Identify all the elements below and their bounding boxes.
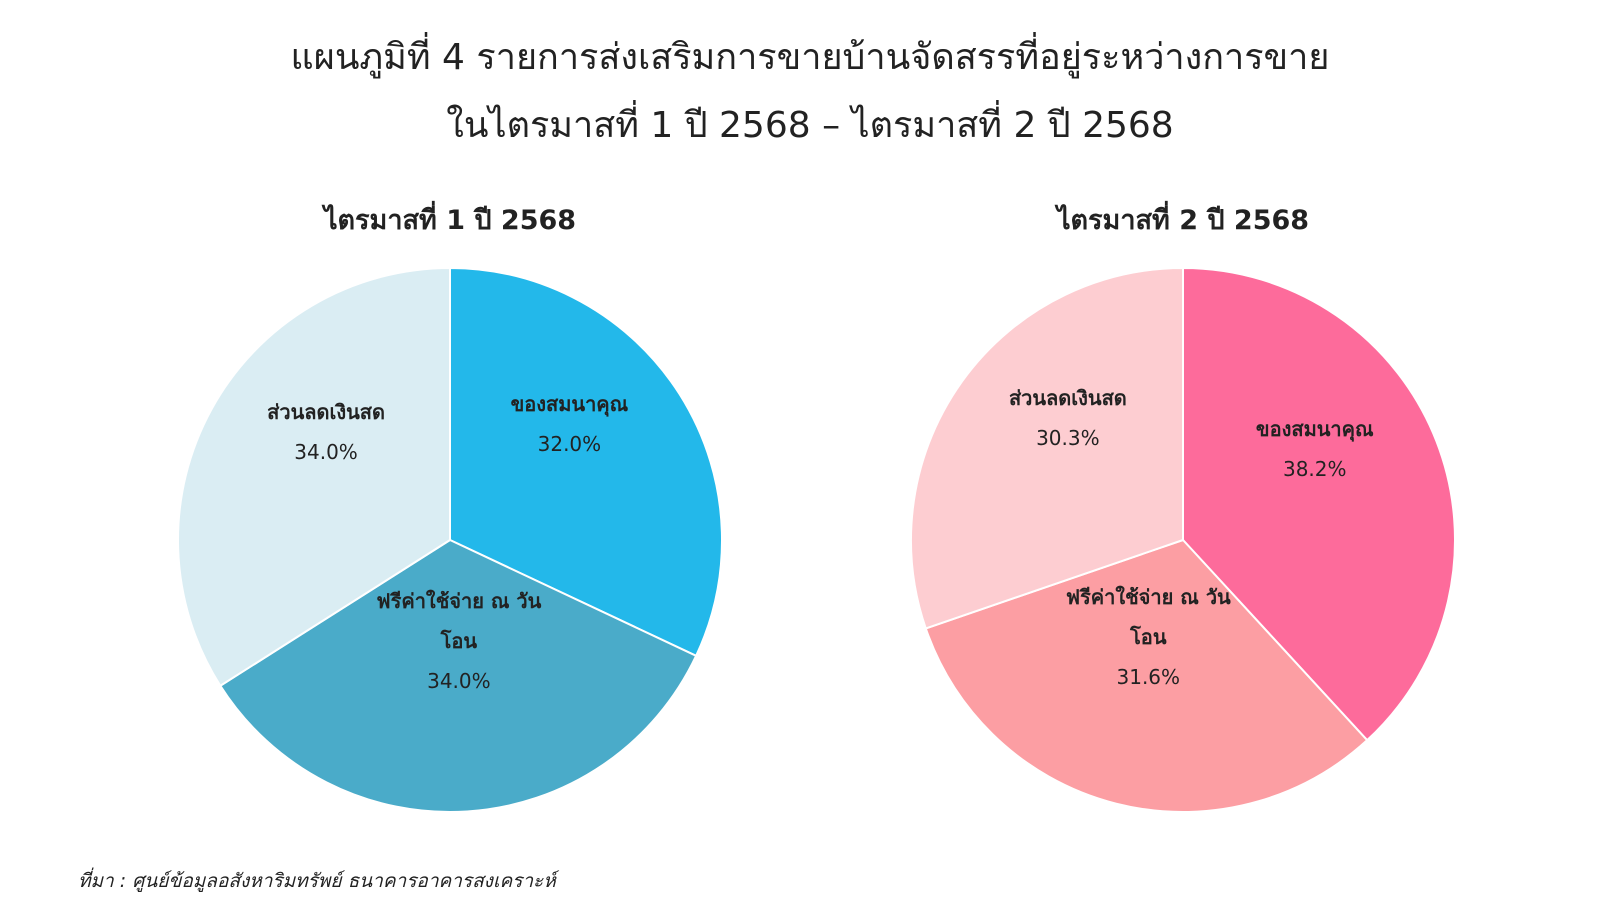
pie-slice <box>449 266 723 658</box>
value-label: 30.3% <box>1036 425 1100 450</box>
value-label: 34.0% <box>294 439 358 464</box>
pie-slice <box>1182 266 1456 742</box>
category-label: ส่วนลดเงินสด <box>1008 385 1127 410</box>
pie-slice <box>910 266 1184 630</box>
category-label: ส่วนลดเงินสด <box>267 399 385 424</box>
pie-slice <box>218 538 698 813</box>
category-label: ฟรีค่าใช้จ่าย ณ วันโอน <box>1065 585 1231 650</box>
title: แผนภูมิที่ 4 รายการส่งเสริมการขายบ้านจัด… <box>290 37 1330 78</box>
source: ที่มา : ศูนย์ข้อมูลอสังหาริมทรัพย์ ธนาคา… <box>78 870 556 892</box>
slice-label: ฟรีค่าใช้จ่าย ณ วันโอน 31.6% <box>1053 577 1243 697</box>
title: ในไตรมาสที่ 1 ปี 2568 – ไตรมาสที่ 2 ปี 2… <box>446 105 1174 146</box>
slice-label: ของสมนาคุณ 32.0% <box>474 384 664 464</box>
slice-label: ฟรีค่าใช้จ่าย ณ วันโอน 34.0% <box>364 581 554 701</box>
value-label: 31.6% <box>1116 665 1181 690</box>
pie-title: ไตรมาสที่ 2 ปี 2568 <box>1056 205 1310 236</box>
value-label: 32.0% <box>537 432 602 457</box>
slice-label: ของสมนาคุณ 38.2% <box>1220 409 1410 489</box>
slice-label: ส่วนลดเงินสด 34.0% <box>231 392 421 472</box>
pie-slice <box>177 266 451 688</box>
pie-title: ไตรมาสที่ 1 ปี 2568 <box>323 205 577 236</box>
category-label: ฟรีค่าใช้จ่าย ณ วันโอน <box>376 589 542 654</box>
category-label: ของสมนาคุณ <box>1255 416 1374 441</box>
slice-label: ส่วนลดเงินสด 30.3% <box>973 378 1163 458</box>
value-label: 38.2% <box>1282 456 1347 481</box>
pie-slice <box>924 538 1369 813</box>
value-label: 34.0% <box>427 669 491 694</box>
category-label: ของสมนาคุณ <box>510 392 629 417</box>
